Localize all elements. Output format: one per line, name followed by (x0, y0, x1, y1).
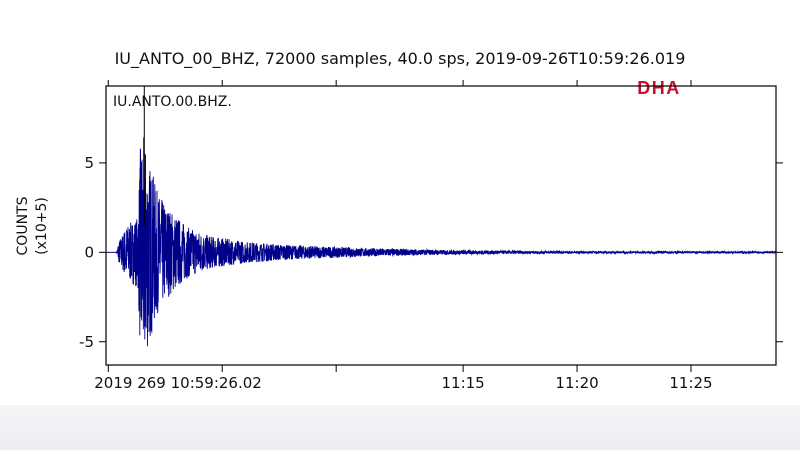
y-tick-label: -5 (79, 333, 94, 351)
x-axis-ticks: 2019 269 10:59:26.02 11:15 11:20 11:25 (94, 80, 713, 392)
y-tick-label: 0 (84, 243, 94, 261)
y-axis-label: COUNTS (15, 196, 31, 255)
x-tick-label: 11:15 (441, 374, 484, 392)
trace-layer (106, 137, 777, 347)
dha-watermark: DHA (637, 78, 681, 98)
waveform-trace (115, 137, 777, 347)
plot-frame (105, 85, 777, 366)
y-axis-ticks: 5 0 -5 (79, 154, 783, 351)
x-tick-label: 2019 269 10:59:26.02 (94, 374, 262, 392)
y-axis-label-group: COUNTS (x10+5) (15, 196, 50, 255)
y-axis-scale-label: (x10+5) (34, 197, 50, 255)
x-tick-label: 11:20 (555, 374, 598, 392)
x-tick-label: 11:25 (669, 374, 712, 392)
y-tick-label: 5 (84, 154, 94, 172)
series-label: IU.ANTO.00.BHZ. (113, 94, 232, 110)
plot-area: 5 0 -5 2019 269 10:59:26.02 11:15 11:20 11:25… (79, 80, 783, 392)
footer-band (0, 405, 800, 450)
chart-title: IU_ANTO_00_BHZ, 72000 samples, 40.0 sps,… (115, 49, 686, 69)
